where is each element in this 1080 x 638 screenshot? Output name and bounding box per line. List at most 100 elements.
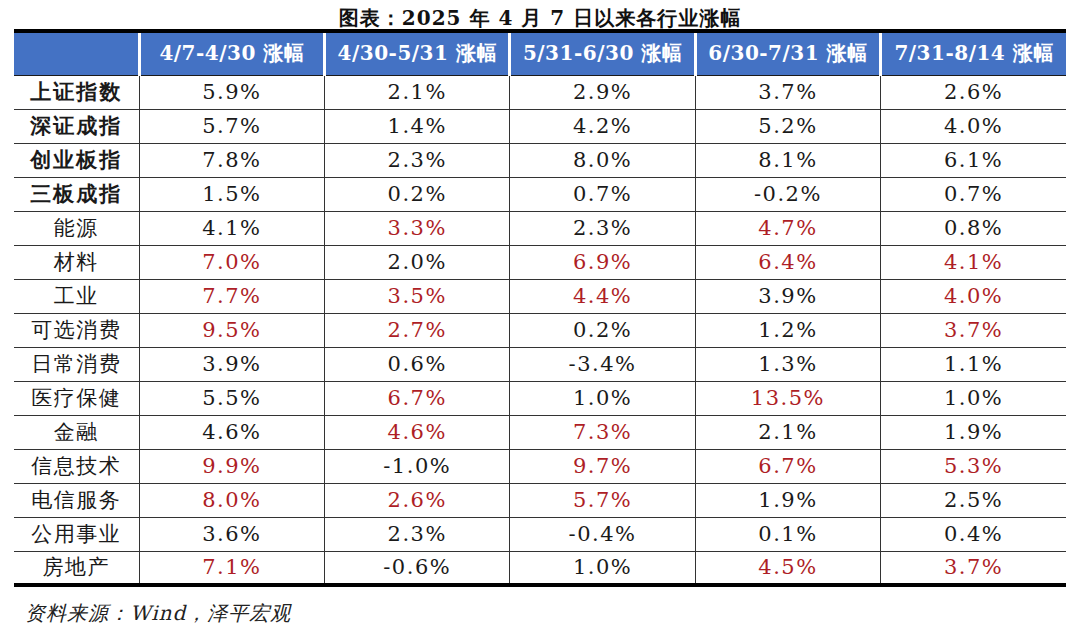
value-cell: 9.5% xyxy=(139,313,324,347)
value-cell: 1.0% xyxy=(881,381,1066,415)
header-row: 4/7-4/30 涨幅4/30-5/31 涨幅5/31-6/30 涨幅6/30-… xyxy=(14,31,1066,75)
table-row: 医疗保健5.5%6.7%1.0%13.5%1.0% xyxy=(14,381,1066,415)
value-cell: 3.3% xyxy=(325,211,510,245)
value-cell: 3.7% xyxy=(881,551,1066,585)
value-cell: 4.0% xyxy=(881,279,1066,313)
row-label: 房地产 xyxy=(14,551,139,585)
value-cell: 2.3% xyxy=(325,517,510,551)
value-cell: 0.7% xyxy=(510,177,695,211)
value-cell: 8.1% xyxy=(695,143,880,177)
table-row: 工业7.7%3.5%4.4%3.9%4.0% xyxy=(14,279,1066,313)
table-row: 上证指数5.9%2.1%2.9%3.7%2.6% xyxy=(14,75,1066,109)
value-cell: 2.5% xyxy=(881,483,1066,517)
value-cell: 3.7% xyxy=(695,75,880,109)
value-cell: 6.9% xyxy=(510,245,695,279)
value-cell: 2.6% xyxy=(325,483,510,517)
value-cell: 1.4% xyxy=(325,109,510,143)
value-cell: 2.0% xyxy=(325,245,510,279)
value-cell: 5.9% xyxy=(139,75,324,109)
row-label: 电信服务 xyxy=(14,483,139,517)
value-cell: 2.1% xyxy=(695,415,880,449)
report-figure: 图表：2025 年 4 月 7 日以来各行业涨幅 4/7-4/30 涨幅4/30… xyxy=(0,0,1080,638)
row-label: 三板成指 xyxy=(14,177,139,211)
table-row: 金融4.6%4.6%7.3%2.1%1.9% xyxy=(14,415,1066,449)
table-body: 上证指数5.9%2.1%2.9%3.7%2.6%深证成指5.7%1.4%4.2%… xyxy=(14,75,1066,585)
corner-cell xyxy=(14,31,139,75)
column-header: 7/31-8/14 涨幅 xyxy=(881,31,1066,75)
value-cell: 9.9% xyxy=(139,449,324,483)
value-cell: 0.6% xyxy=(325,347,510,381)
value-cell: 2.1% xyxy=(325,75,510,109)
value-cell: 1.9% xyxy=(695,483,880,517)
value-cell: 6.4% xyxy=(695,245,880,279)
row-label: 能源 xyxy=(14,211,139,245)
value-cell: 5.7% xyxy=(510,483,695,517)
table-row: 日常消费3.9%0.6%-3.4%1.3%1.1% xyxy=(14,347,1066,381)
value-cell: 4.4% xyxy=(510,279,695,313)
value-cell: 3.9% xyxy=(139,347,324,381)
row-label: 深证成指 xyxy=(14,109,139,143)
row-label: 公用事业 xyxy=(14,517,139,551)
value-cell: 5.3% xyxy=(881,449,1066,483)
row-label: 工业 xyxy=(14,279,139,313)
page-title: 图表：2025 年 4 月 7 日以来各行业涨幅 xyxy=(0,0,1080,29)
table-row: 能源4.1%3.3%2.3%4.7%0.8% xyxy=(14,211,1066,245)
value-cell: -0.6% xyxy=(325,551,510,585)
value-cell: 9.7% xyxy=(510,449,695,483)
value-cell: 3.6% xyxy=(139,517,324,551)
value-cell: 3.9% xyxy=(695,279,880,313)
column-header: 5/31-6/30 涨幅 xyxy=(510,31,695,75)
row-label: 日常消费 xyxy=(14,347,139,381)
row-label: 金融 xyxy=(14,415,139,449)
table-row: 三板成指1.5%0.2%0.7%-0.2%0.7% xyxy=(14,177,1066,211)
table-row: 电信服务8.0%2.6%5.7%1.9%2.5% xyxy=(14,483,1066,517)
value-cell: 1.0% xyxy=(510,381,695,415)
value-cell: -3.4% xyxy=(510,347,695,381)
value-cell: -0.4% xyxy=(510,517,695,551)
table-row: 公用事业3.6%2.3%-0.4%0.1%0.4% xyxy=(14,517,1066,551)
value-cell: 4.1% xyxy=(139,211,324,245)
value-cell: 6.7% xyxy=(695,449,880,483)
value-cell: 2.9% xyxy=(510,75,695,109)
value-cell: 2.6% xyxy=(881,75,1066,109)
row-label: 医疗保健 xyxy=(14,381,139,415)
value-cell: 0.7% xyxy=(881,177,1066,211)
value-cell: 6.7% xyxy=(325,381,510,415)
value-cell: 4.1% xyxy=(881,245,1066,279)
value-cell: 3.5% xyxy=(325,279,510,313)
row-label: 创业板指 xyxy=(14,143,139,177)
value-cell: 2.7% xyxy=(325,313,510,347)
value-cell: 8.0% xyxy=(510,143,695,177)
value-cell: -0.2% xyxy=(695,177,880,211)
value-cell: 8.0% xyxy=(139,483,324,517)
value-cell: 1.0% xyxy=(510,551,695,585)
value-cell: 0.2% xyxy=(510,313,695,347)
table-row: 深证成指5.7%1.4%4.2%5.2%4.0% xyxy=(14,109,1066,143)
value-cell: 1.3% xyxy=(695,347,880,381)
value-cell: 4.0% xyxy=(881,109,1066,143)
value-cell: 1.2% xyxy=(695,313,880,347)
value-cell: 4.2% xyxy=(510,109,695,143)
column-header: 6/30-7/31 涨幅 xyxy=(695,31,880,75)
value-cell: 0.2% xyxy=(325,177,510,211)
value-cell: 2.3% xyxy=(510,211,695,245)
value-cell: -1.0% xyxy=(325,449,510,483)
row-label: 上证指数 xyxy=(14,75,139,109)
value-cell: 7.8% xyxy=(139,143,324,177)
value-cell: 0.1% xyxy=(695,517,880,551)
value-cell: 6.1% xyxy=(881,143,1066,177)
table-row: 可选消费9.5%2.7%0.2%1.2%3.7% xyxy=(14,313,1066,347)
row-label: 材料 xyxy=(14,245,139,279)
value-cell: 4.7% xyxy=(695,211,880,245)
table-row: 创业板指7.8%2.3%8.0%8.1%6.1% xyxy=(14,143,1066,177)
table-row: 房地产7.1%-0.6%1.0%4.5%3.7% xyxy=(14,551,1066,585)
value-cell: 4.5% xyxy=(695,551,880,585)
source-note: 资料来源：Wind，泽平宏观 xyxy=(25,600,1080,627)
value-cell: 7.1% xyxy=(139,551,324,585)
sector-performance-table: 4/7-4/30 涨幅4/30-5/31 涨幅5/31-6/30 涨幅6/30-… xyxy=(14,29,1066,587)
value-cell: 13.5% xyxy=(695,381,880,415)
value-cell: 7.0% xyxy=(139,245,324,279)
value-cell: 1.1% xyxy=(881,347,1066,381)
column-header: 4/7-4/30 涨幅 xyxy=(139,31,324,75)
value-cell: 4.6% xyxy=(139,415,324,449)
